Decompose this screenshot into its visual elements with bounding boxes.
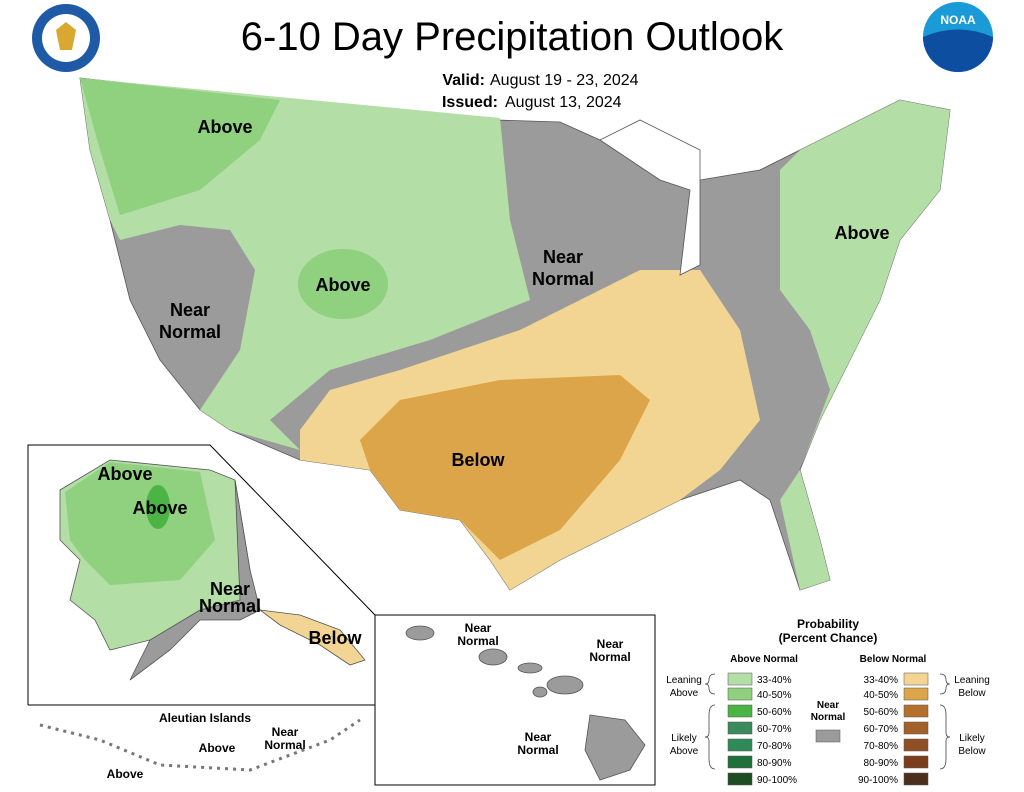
- legend-swatch: [903, 687, 929, 701]
- inset-title: Aleutian Islands: [159, 711, 251, 725]
- legend-header: Below Normal: [860, 654, 927, 665]
- legend-label: 33-40%: [757, 675, 792, 686]
- map-label: Near Normal: [199, 579, 261, 616]
- legend-group: Leaning Above: [666, 675, 702, 699]
- legend-swatch: [727, 772, 753, 786]
- title: 6-10 Day Precipitation Outlook: [241, 15, 785, 59]
- legend-swatch: [727, 704, 753, 718]
- legend-label: 80-90%: [757, 758, 792, 769]
- hawaii-inset: [374, 614, 656, 786]
- legend-label: 70-80%: [757, 741, 792, 752]
- map-label: Below: [451, 450, 505, 470]
- legend-swatch: [727, 687, 753, 701]
- legend-label: Near Normal: [811, 700, 846, 723]
- legend-label: 70-80%: [864, 741, 899, 752]
- legend-swatch: [727, 738, 753, 752]
- valid-dates: August 19 - 23, 2024: [490, 72, 639, 89]
- map-label: Near Normal: [159, 300, 221, 342]
- legend-swatch: [903, 755, 929, 769]
- legend-label: 50-60%: [864, 707, 899, 718]
- map-label: Above: [197, 117, 252, 137]
- doc-seal: [32, 4, 100, 72]
- legend-label: 50-60%: [757, 707, 792, 718]
- legend-label: 80-90%: [864, 758, 899, 769]
- legend-title: Probability (Percent Chance): [779, 617, 878, 645]
- legend-label: 90-100%: [757, 775, 797, 786]
- legend-swatch: [903, 738, 929, 752]
- legend-label: 33-40%: [864, 675, 899, 686]
- conus: [79, 77, 951, 591]
- map-label: Above: [107, 767, 144, 781]
- map-label: Above: [199, 741, 236, 755]
- legend-group: Leaning Below: [954, 675, 990, 699]
- legend-swatch: [815, 729, 841, 743]
- map-label: Near Normal: [517, 730, 558, 757]
- map-label: Below: [308, 628, 362, 648]
- issued-date: August 13, 2024: [505, 94, 622, 111]
- noaa-logo: NOAA: [923, 2, 993, 72]
- map-label: Above: [834, 223, 889, 243]
- issued-label: Issued:: [442, 94, 498, 111]
- map-label: Near Normal: [457, 621, 498, 648]
- map-label: Above: [315, 275, 370, 295]
- valid-label: Valid:: [442, 72, 485, 89]
- legend-label: 40-50%: [757, 690, 792, 701]
- legend-swatch: [903, 704, 929, 718]
- legend-label: 60-70%: [864, 724, 899, 735]
- map-label: Near Normal: [532, 247, 594, 289]
- map-label: Near Normal: [589, 637, 630, 664]
- map-label: Near Normal: [264, 725, 305, 752]
- legend-group: Likely Below: [958, 733, 986, 757]
- legend-swatch: [903, 672, 929, 686]
- legend-header: Above Normal: [730, 654, 798, 665]
- noaa-text: NOAA: [940, 13, 976, 27]
- legend-swatch: [727, 721, 753, 735]
- alaska-inset: [27, 444, 376, 706]
- legend-swatch: [727, 672, 753, 686]
- legend-label: 60-70%: [757, 724, 792, 735]
- legend-label: 90-100%: [858, 775, 898, 786]
- legend: Probability (Percent Chance) Above Normal…: [666, 617, 990, 786]
- map-label: Above: [97, 464, 152, 484]
- legend-swatch: [903, 772, 929, 786]
- legend-swatch: [903, 721, 929, 735]
- legend-braces: [704, 673, 951, 770]
- legend-group: Likely Above: [670, 733, 699, 757]
- legend-label: 40-50%: [864, 690, 899, 701]
- legend-swatch: [727, 755, 753, 769]
- map-label: Above: [132, 498, 187, 518]
